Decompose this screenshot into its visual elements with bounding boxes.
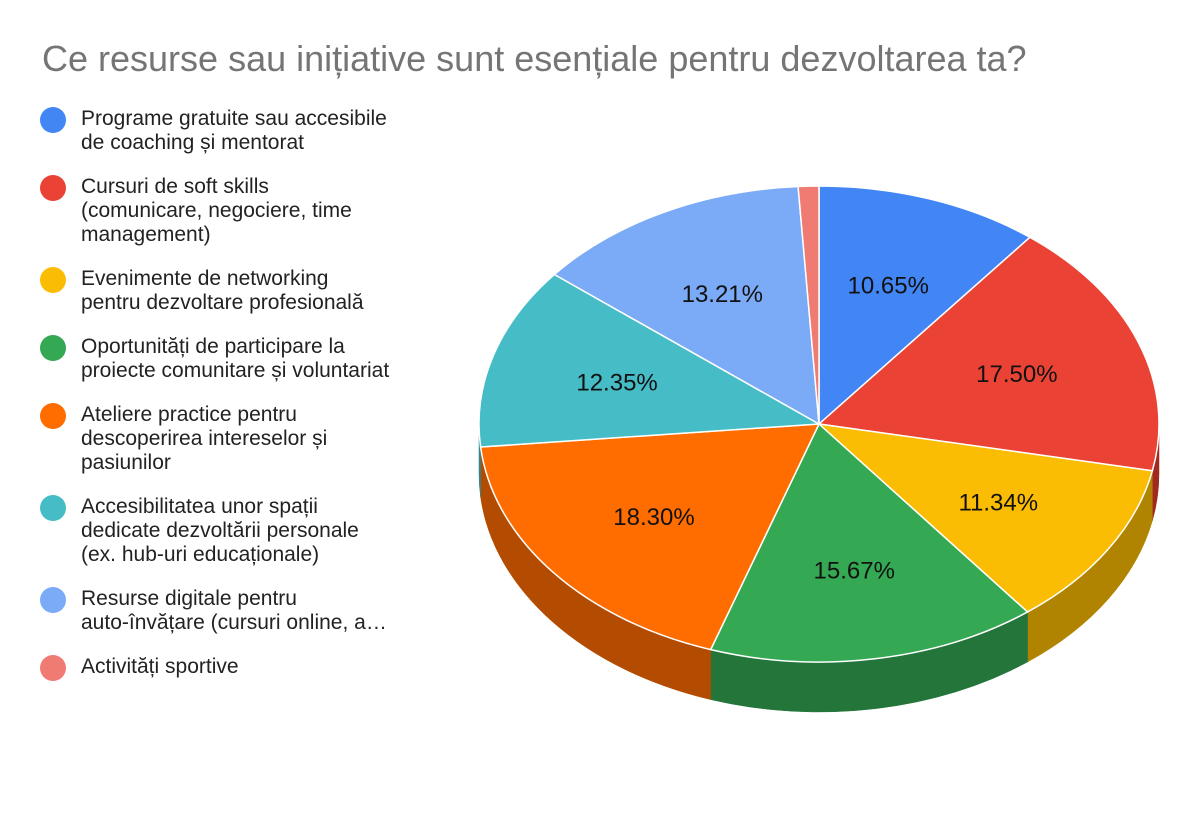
legend-label: Evenimente de networking pentru dezvolta… — [81, 267, 364, 314]
pie-top — [478, 185, 1160, 663]
legend-item: Activități sportive — [40, 655, 450, 681]
slice-data-label: 18.30% — [613, 504, 694, 531]
pie-slice — [816, 422, 1154, 613]
legend-swatch — [40, 175, 66, 201]
legend-swatch — [40, 655, 66, 681]
legend-label: Activități sportive — [81, 655, 239, 678]
legend-label: Cursuri de soft skills (comunicare, nego… — [81, 175, 352, 246]
chart-legend: Programe gratuite sau accesibile de coac… — [40, 107, 450, 701]
legend-item: Resurse digitale pentru auto-învățare (c… — [40, 587, 450, 635]
chart-title: Ce resurse sau inițiative sunt esențiale… — [42, 38, 1027, 79]
pie-slice — [797, 185, 820, 425]
legend-swatch — [40, 587, 66, 613]
legend-label: Oportunități de participare la proiecte … — [81, 335, 390, 382]
slice-data-label: 10.65% — [848, 273, 929, 300]
legend-label: Programe gratuite sau accesibile de coac… — [81, 107, 387, 154]
slice-data-label: 11.34% — [958, 490, 1038, 517]
legend-swatch — [40, 495, 66, 521]
legend-label: Resurse digitale pentru auto-învățare (c… — [81, 587, 387, 634]
pie-slice — [553, 185, 820, 426]
legend-item: Evenimente de networking pentru dezvolta… — [40, 267, 450, 315]
legend-item: Programe gratuite sau accesibile de coac… — [40, 107, 450, 155]
legend-item: Ateliere practice pentru descoperirea in… — [40, 403, 450, 475]
slice-data-label: 15.67% — [814, 557, 895, 584]
legend-label: Ateliere practice pentru descoperirea in… — [81, 403, 328, 474]
pie-slice — [818, 185, 1032, 426]
legend-swatch — [40, 107, 66, 133]
pie-slice — [478, 273, 822, 448]
legend-swatch — [40, 403, 66, 429]
legend-label: Accesibilitatea unor spații dedicate dez… — [81, 495, 359, 566]
legend-item: Oportunități de participare la proiecte … — [40, 335, 450, 383]
legend-item: Cursuri de soft skills (comunicare, nego… — [40, 175, 450, 247]
legend-swatch — [40, 267, 66, 293]
pie-slice — [709, 422, 1029, 663]
pie-slice — [817, 236, 1160, 472]
legend-swatch — [40, 335, 66, 361]
legend-item: Accesibilitatea unor spații dedicate dez… — [40, 495, 450, 567]
slice-data-label: 17.50% — [976, 361, 1057, 388]
slice-data-label: 13.21% — [682, 281, 763, 308]
pie-labels: 10.65% 17.50% 11.34% 15.67% 18.30% 12.35% 13.2… — [576, 273, 1057, 585]
pie-slice — [479, 423, 821, 651]
slice-data-label: 12.35% — [576, 370, 657, 397]
